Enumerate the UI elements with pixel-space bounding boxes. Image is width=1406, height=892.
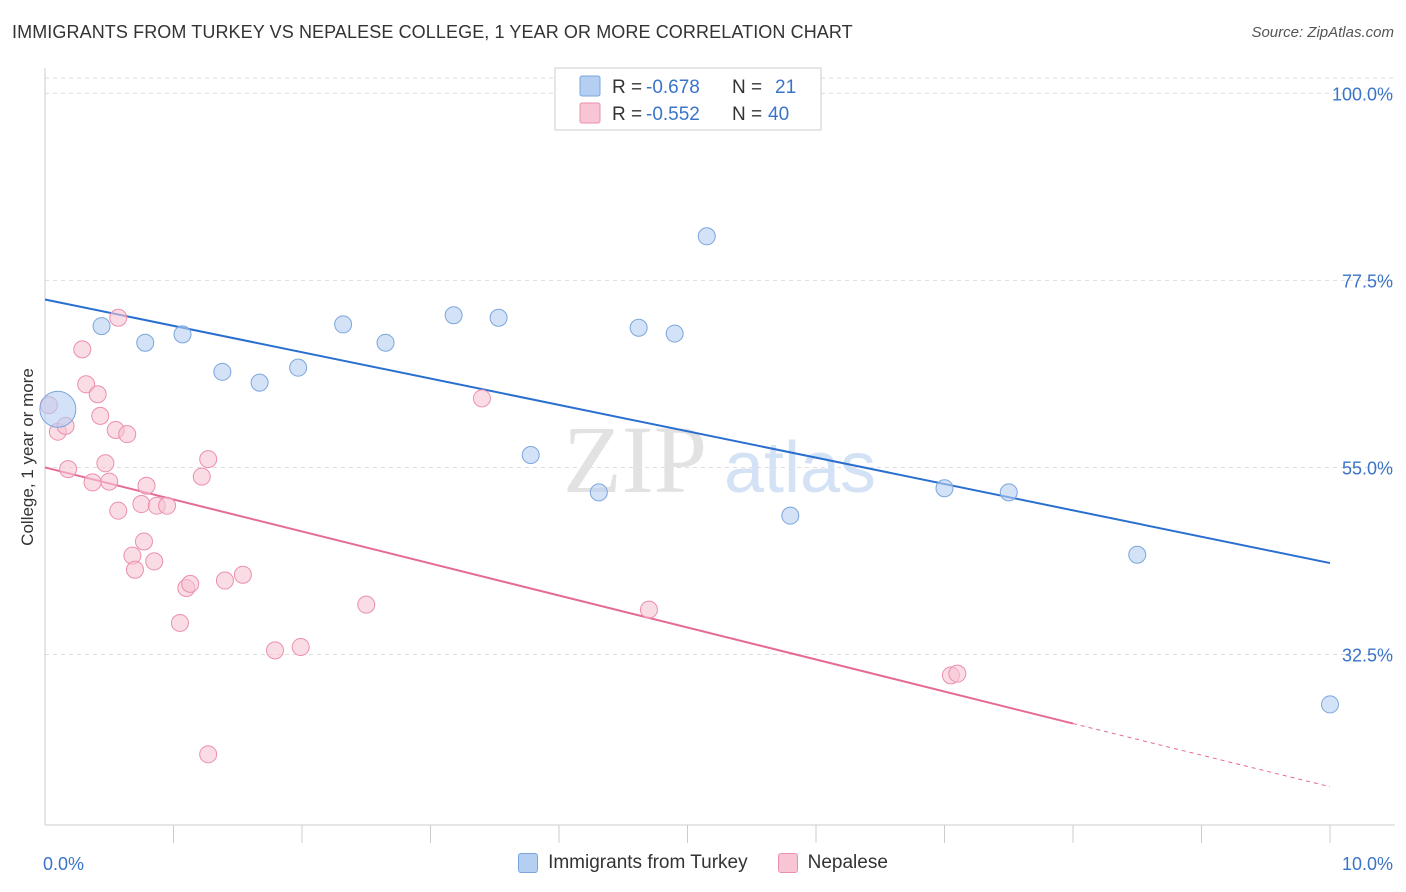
turkey-point: [92, 317, 111, 336]
trend-line-nepal-extension: [1072, 723, 1331, 788]
nepal-point: [639, 600, 658, 619]
y-tick-label: 100.0%: [1332, 84, 1393, 104]
turkey-point: [489, 308, 508, 327]
legend-swatch-nepal: [579, 102, 601, 124]
nepal-point: [73, 340, 92, 359]
nepal-point: [96, 454, 115, 473]
legend-n-label-turkey: N =: [732, 77, 762, 98]
legend-n-label-nepal: N =: [732, 104, 762, 125]
nepal-point: [357, 595, 376, 614]
nepal-point: [215, 571, 234, 590]
trend-line-turkey: [44, 298, 1331, 565]
nepal-point: [266, 641, 285, 660]
nepal-point: [91, 406, 110, 425]
y-tick-label: 77.5%: [1342, 271, 1393, 291]
nepal-point: [88, 385, 107, 404]
nepal-point: [145, 552, 164, 571]
turkey-point: [521, 445, 540, 464]
legend-r-value-nepal: -0.552: [646, 104, 700, 125]
turkey-point: [334, 315, 353, 334]
y-axis-label: College, 1 year or more: [18, 368, 37, 546]
nepal-point: [199, 745, 218, 764]
nepal-point: [291, 638, 310, 657]
legend-marker-turkey: [518, 853, 539, 873]
legend-r-value-turkey: -0.678: [646, 77, 700, 98]
chart-title: IMMIGRANTS FROM TURKEY VS NEPALESE COLLE…: [12, 22, 853, 42]
bottom-legend: Immigrants from Turkey Nepalese: [0, 852, 1406, 874]
turkey-point: [213, 362, 232, 381]
turkey-point: [935, 479, 954, 498]
nepal-point: [100, 472, 119, 491]
nepal-point: [77, 375, 96, 394]
turkey-point: [444, 306, 463, 325]
nepal-point: [181, 574, 200, 593]
nepal-point: [192, 467, 211, 486]
x-tick-labels: 0.0% 10.0%: [43, 854, 1393, 874]
turkey-point: [999, 483, 1018, 502]
turkey-point: [629, 318, 648, 337]
trend-line-nepal: [44, 466, 1074, 725]
nepal-point: [233, 565, 252, 584]
y-tick-label: 55.0%: [1342, 458, 1393, 478]
turkey-point: [697, 227, 716, 246]
watermark-zip: ZIP: [563, 406, 707, 513]
turkey-point: [1128, 545, 1147, 564]
turkey-point: [589, 483, 608, 502]
legend-marker-nepal: [777, 853, 798, 873]
legend-swatch-turkey: [579, 75, 601, 97]
legend-n-value-turkey: 21: [775, 77, 796, 98]
nepal-point: [134, 532, 153, 551]
stats-legend: R = -0.678 N = 21 R = -0.552 N = 40: [554, 67, 822, 131]
legend-item-turkey: Immigrants from Turkey: [518, 852, 748, 874]
turkey-point: [289, 358, 308, 377]
nepal-point: [118, 425, 137, 444]
nepal-point: [132, 495, 151, 514]
watermark: ZIP atlas: [563, 406, 876, 513]
turkey-point: [39, 390, 77, 428]
legend-r-label-nepal: R =: [612, 104, 642, 125]
nepal-point: [472, 389, 491, 408]
x-tick-label: 10.0%: [1342, 854, 1393, 874]
source-label: Source: ZipAtlas.com: [1251, 24, 1394, 41]
turkey-point: [376, 333, 395, 352]
turkey-point: [173, 325, 192, 344]
nepal-point: [948, 664, 967, 683]
legend-label-turkey: Immigrants from Turkey: [548, 852, 748, 873]
axes: [44, 68, 1395, 843]
x-tick-label: 0.0%: [43, 854, 84, 874]
trend-lines: [44, 298, 1331, 788]
legend-label-nepal: Nepalese: [807, 852, 888, 873]
turkey-point: [665, 324, 684, 343]
nepal-point: [170, 613, 189, 632]
turkey-point: [1321, 695, 1339, 714]
nepal-point: [158, 496, 177, 515]
legend-n-value-nepal: 40: [768, 104, 789, 125]
y-tick-labels: 32.5% 55.0% 77.5% 100.0%: [1332, 84, 1393, 665]
turkey-point: [136, 333, 155, 352]
watermark-atlas: atlas: [724, 428, 876, 508]
turkey-point: [250, 373, 269, 392]
nepal-point: [137, 476, 156, 495]
legend-item-nepal: Nepalese: [777, 852, 888, 874]
y-tick-label: 32.5%: [1342, 646, 1393, 666]
nepal-point: [83, 473, 102, 492]
nepal-point: [59, 460, 78, 479]
nepal-point: [199, 450, 218, 469]
data-points: [39, 227, 1339, 764]
legend-r-label-turkey: R =: [612, 77, 642, 98]
turkey-point: [781, 506, 800, 525]
nepal-point: [109, 308, 128, 327]
nepal-point: [125, 560, 144, 579]
nepal-point: [109, 501, 128, 520]
